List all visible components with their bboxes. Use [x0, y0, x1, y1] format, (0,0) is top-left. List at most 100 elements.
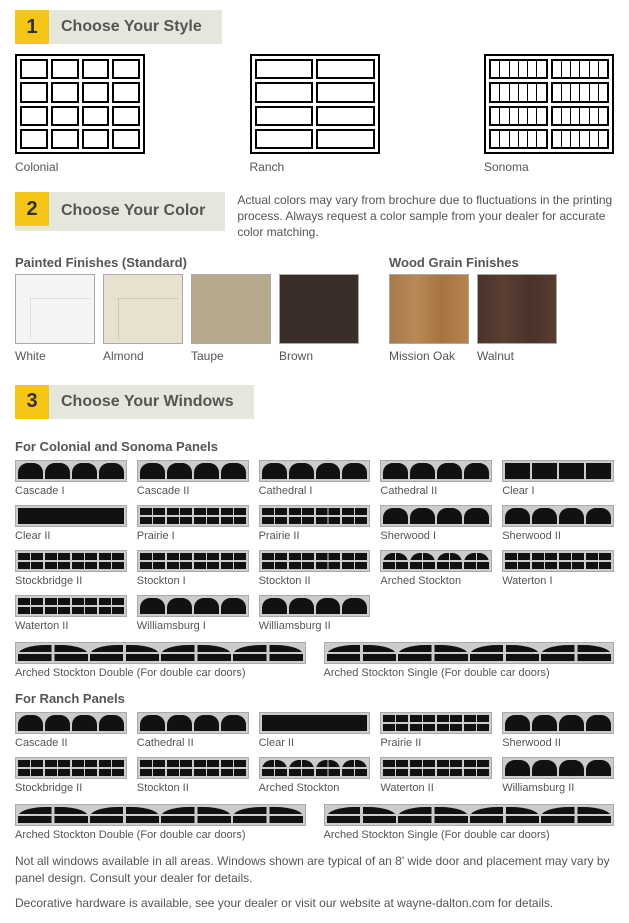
window-caption: Stockton II — [137, 782, 249, 794]
window-caption: Sherwood II — [502, 530, 614, 542]
window-frame-icon — [259, 505, 371, 527]
window-option: Arched Stockton Single (For double car d… — [324, 804, 615, 841]
window-frame-icon — [380, 757, 492, 779]
window-caption: Arched Stockton Double (For double car d… — [15, 829, 306, 841]
window-caption: Cascade II — [15, 737, 127, 749]
window-frame-icon — [502, 460, 614, 482]
window-caption: Arched Stockton Double (For double car d… — [15, 667, 306, 679]
window-frame-icon — [15, 712, 127, 734]
window-frame-icon — [380, 712, 492, 734]
window-option: Stockton II — [259, 550, 371, 587]
cs-panels-title: For Colonial and Sonoma Panels — [15, 439, 614, 454]
window-caption: Stockton II — [259, 575, 371, 587]
window-frame-icon — [137, 460, 249, 482]
window-frame-icon — [15, 460, 127, 482]
window-option: Stockbridge II — [15, 757, 127, 794]
window-frame-icon — [137, 595, 249, 617]
window-caption: Cascade II — [137, 485, 249, 497]
window-frame-icon — [502, 712, 614, 734]
window-option: Waterton II — [15, 595, 127, 632]
disclaimer-2: Decorative hardware is available, see yo… — [15, 895, 614, 912]
window-option: Sherwood I — [380, 505, 492, 542]
window-option: Waterton II — [380, 757, 492, 794]
step2-number: 2 — [15, 192, 49, 226]
window-option: Arched Stockton Double (For double car d… — [15, 642, 306, 679]
disclaimer-1: Not all windows available in all areas. … — [15, 853, 614, 888]
swatch-caption: Mission Oak — [389, 349, 469, 363]
colonial-door-icon — [15, 54, 145, 154]
window-caption: Prairie II — [380, 737, 492, 749]
window-option: Cascade II — [137, 460, 249, 497]
window-caption: Williamsburg II — [259, 620, 371, 632]
window-caption: Waterton II — [380, 782, 492, 794]
window-option: Prairie II — [380, 712, 492, 749]
ranch-panels-title: For Ranch Panels — [15, 691, 614, 706]
window-caption: Prairie I — [137, 530, 249, 542]
window-caption: Stockbridge II — [15, 782, 127, 794]
color-chip — [477, 274, 557, 344]
window-frame-icon — [137, 712, 249, 734]
swatch-caption: Walnut — [477, 349, 557, 363]
window-option: Arched Stockton Single (For double car d… — [324, 642, 615, 679]
color-note: Actual colors may vary from brochure due… — [237, 192, 614, 241]
ranch-door-icon — [250, 54, 380, 154]
window-frame-icon — [15, 505, 127, 527]
styles-row: ColonialRanchSonoma — [15, 54, 614, 174]
window-option: Sherwood II — [502, 505, 614, 542]
window-frame-icon — [259, 757, 371, 779]
painted-title: Painted Finishes (Standard) — [15, 255, 359, 270]
window-caption: Stockbridge II — [15, 575, 127, 587]
window-option: Prairie I — [137, 505, 249, 542]
window-caption: Cascade I — [15, 485, 127, 497]
window-frame-icon — [15, 757, 127, 779]
window-caption: Prairie II — [259, 530, 371, 542]
window-frame-icon — [502, 550, 614, 572]
step1-number: 1 — [15, 10, 49, 44]
window-caption: Williamsburg I — [137, 620, 249, 632]
window-caption: Stockton I — [137, 575, 249, 587]
window-option: Arched Stockton — [259, 757, 371, 794]
window-frame-icon — [380, 505, 492, 527]
step1-title: Choose Your Style — [49, 10, 222, 44]
color-chip — [103, 274, 183, 344]
wood-swatches: Mission Oak Walnut — [389, 274, 557, 363]
window-option: Cathedral II — [380, 460, 492, 497]
window-caption: Cathedral I — [259, 485, 371, 497]
window-frame-icon — [15, 804, 306, 826]
window-option: Stockton I — [137, 550, 249, 587]
window-frame-icon — [502, 505, 614, 527]
window-option: Arched Stockton — [380, 550, 492, 587]
window-option: Williamsburg II — [259, 595, 371, 632]
window-caption: Arched Stockton Single (For double car d… — [324, 829, 615, 841]
window-frame-icon — [259, 550, 371, 572]
swatch-walnut: Walnut — [477, 274, 557, 363]
window-caption: Sherwood II — [502, 737, 614, 749]
swatch-caption: Almond — [103, 349, 183, 363]
window-option: Prairie II — [259, 505, 371, 542]
window-frame-icon — [502, 757, 614, 779]
window-frame-icon — [380, 550, 492, 572]
window-caption: Clear II — [259, 737, 371, 749]
window-option: Clear II — [259, 712, 371, 749]
color-chip — [389, 274, 469, 344]
style-ranch: Ranch — [250, 54, 380, 174]
window-option: Williamsburg II — [502, 757, 614, 794]
window-caption: Cathedral II — [137, 737, 249, 749]
window-frame-icon — [137, 550, 249, 572]
color-chip — [15, 274, 95, 344]
window-frame-icon — [259, 595, 371, 617]
window-frame-icon — [15, 642, 306, 664]
window-caption: Arched Stockton — [259, 782, 371, 794]
swatch-white: White — [15, 274, 95, 363]
swatch-taupe: Taupe — [191, 274, 271, 363]
swatch-almond: Almond — [103, 274, 183, 363]
window-option: Cascade I — [15, 460, 127, 497]
step3-number: 3 — [15, 385, 49, 419]
window-option: Clear I — [502, 460, 614, 497]
step2-header: 2 Choose Your Color — [15, 192, 225, 231]
step3-title: Choose Your Windows — [49, 385, 254, 419]
ranch-window-grid: Cascade II Cathedral II Clear II Prairie II… — [15, 712, 614, 794]
window-option: Stockbridge II — [15, 550, 127, 587]
window-caption: Clear I — [502, 485, 614, 497]
style-caption: Colonial — [15, 160, 145, 174]
